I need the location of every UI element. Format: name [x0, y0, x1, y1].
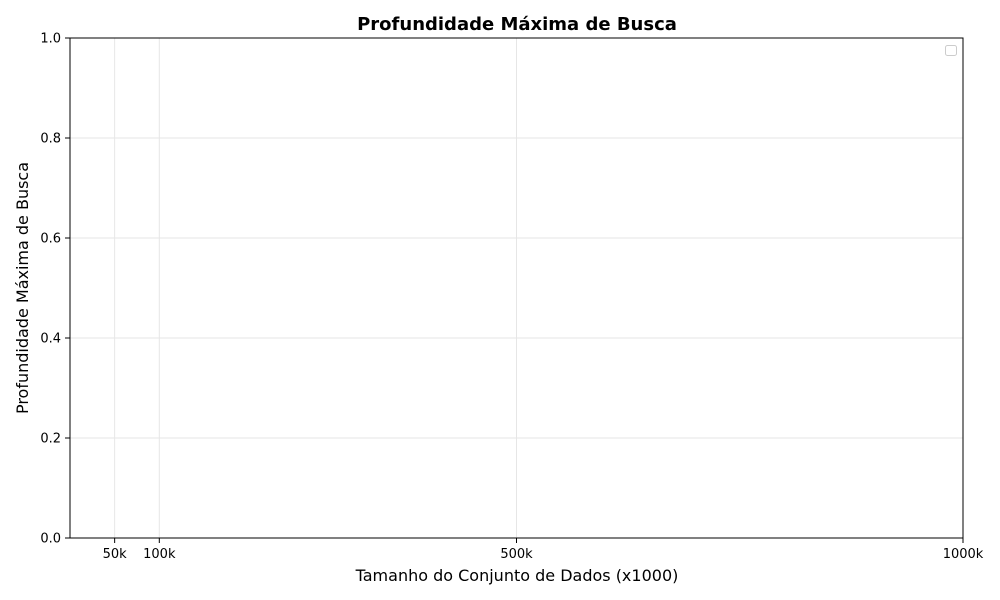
y-tick-label: 1.0: [40, 32, 61, 47]
y-tick-label: 0.8: [40, 132, 61, 147]
x-axis-label: Tamanho do Conjunto de Dados (x1000): [355, 566, 679, 585]
chart-title: Profundidade Máxima de Busca: [357, 14, 677, 35]
y-tick-label: 0.2: [40, 432, 61, 447]
x-tick-label: 100k: [143, 547, 176, 562]
x-axis: 50k 100k 500k 1000k: [103, 538, 984, 562]
x-tick-label: 500k: [500, 547, 533, 562]
y-axis-label: Profundidade Máxima de Busca: [13, 162, 32, 414]
legend-box: [945, 45, 957, 56]
y-tick-label: 0.4: [40, 332, 61, 347]
y-axis: 0.0 0.2 0.4 0.6 0.8 1.0: [40, 32, 70, 547]
x-tick-label: 50k: [103, 547, 128, 562]
x-tick-label: 1000k: [943, 547, 984, 562]
y-tick-label: 0.0: [40, 532, 61, 547]
y-tick-label: 0.6: [40, 232, 61, 247]
